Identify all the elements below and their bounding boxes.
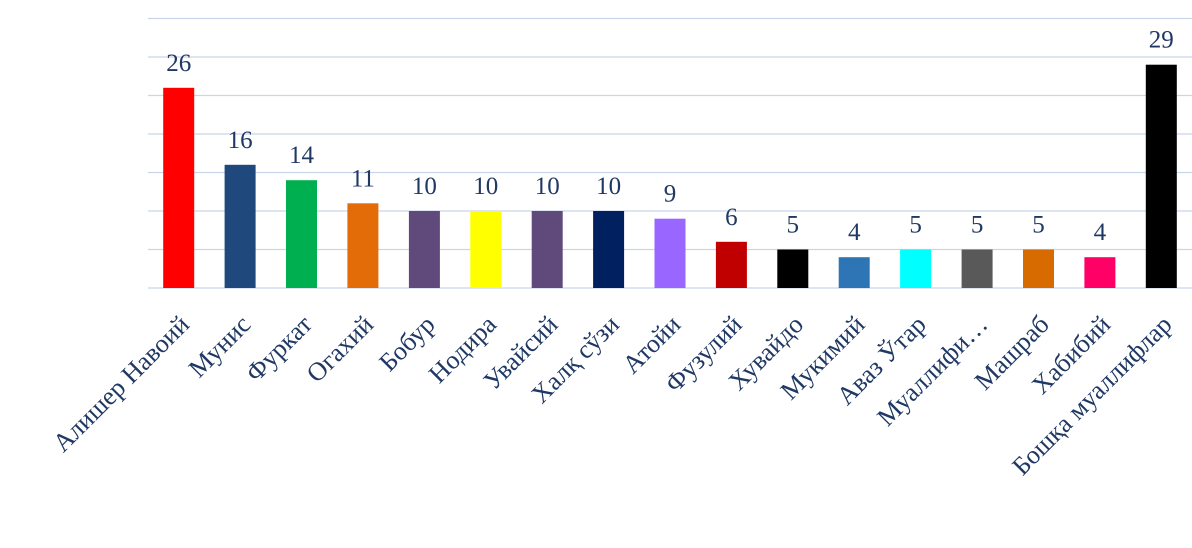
- data-label: 10: [596, 173, 621, 200]
- category-label: Огахий: [301, 310, 379, 388]
- bar: [654, 218, 686, 288]
- data-label: 11: [351, 165, 375, 192]
- bar: [1145, 64, 1177, 288]
- category-labels: Алишер НавоийМунисФуркатОгахийБобурНодир…: [47, 309, 1177, 480]
- data-label: 29: [1149, 27, 1174, 54]
- bar: [593, 211, 625, 288]
- data-label: 10: [473, 173, 498, 200]
- category-label: Алишер Навоий: [47, 310, 195, 458]
- bar: [163, 87, 195, 288]
- data-label: 4: [848, 219, 861, 246]
- data-label: 5: [909, 212, 922, 239]
- bar: [777, 249, 809, 288]
- data-label: 5: [1032, 212, 1045, 239]
- bar: [1084, 257, 1116, 288]
- bar: [900, 249, 932, 288]
- category-label: Фуркат: [240, 310, 318, 388]
- data-label: 10: [412, 173, 437, 200]
- bar: [470, 211, 502, 288]
- data-label: 9: [664, 181, 677, 208]
- bar: [286, 180, 317, 288]
- bar: [838, 257, 870, 288]
- data-label: 5: [971, 212, 984, 239]
- bar: [408, 211, 440, 288]
- data-label: 6: [725, 204, 738, 231]
- bar: [715, 241, 747, 288]
- data-label: 14: [289, 142, 315, 169]
- bar: [224, 164, 256, 288]
- bars: [163, 64, 1177, 288]
- data-label: 10: [535, 173, 560, 200]
- bar: [531, 211, 563, 288]
- gridlines: [148, 17, 1192, 289]
- data-labels: 26 16 14 11 10 10 10 10 9 6 5 4 5 5 5 4 29: [166, 27, 1174, 246]
- data-label: 4: [1094, 219, 1107, 246]
- data-label: 5: [787, 212, 800, 239]
- data-label: 26: [166, 50, 191, 77]
- bar: [1023, 249, 1054, 288]
- bar: [347, 203, 379, 288]
- bar: [961, 249, 993, 288]
- data-label: 16: [228, 127, 253, 154]
